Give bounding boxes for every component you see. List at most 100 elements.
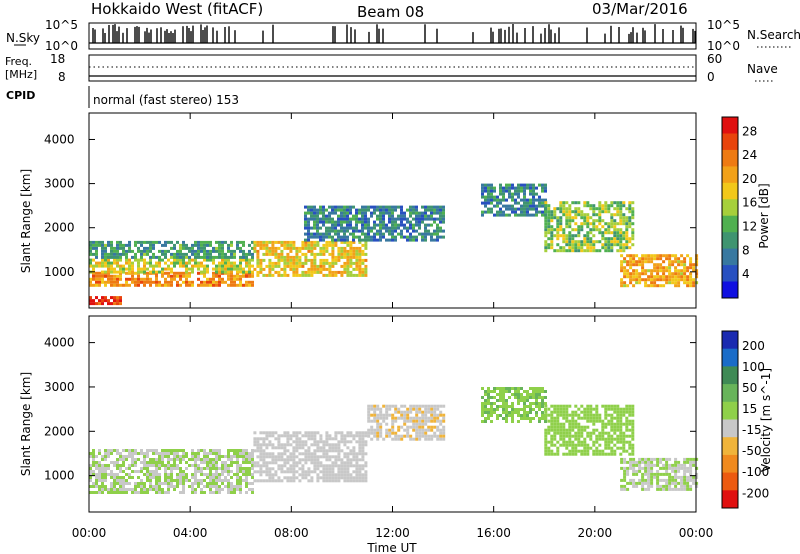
power-echo-cell: [277, 270, 281, 274]
power-echo-cell: [505, 198, 508, 202]
velocity-echo-cell: [322, 446, 326, 450]
velocity-echo-cell: [349, 461, 353, 465]
velocity-echo-cell: [490, 408, 493, 411]
power-echo-cell: [674, 260, 678, 264]
velocity-echo-cell: [439, 437, 443, 441]
velocity-echo-cell: [167, 458, 170, 461]
power-echo-cell: [256, 249, 260, 253]
velocity-echo-cell: [122, 482, 125, 485]
velocity-echo-cell: [544, 446, 548, 450]
power-echo-cell: [586, 243, 590, 247]
power-echo-cell: [361, 243, 365, 247]
velocity-echo-cell: [215, 461, 218, 464]
power-echo-cell: [598, 222, 602, 226]
velocity-echo-cell: [415, 407, 419, 411]
velocity-echo-cell: [610, 449, 614, 453]
power-echo-cell: [556, 231, 560, 235]
power-echo-cell: [499, 213, 502, 217]
velocity-echo-cell: [647, 469, 651, 473]
power-echo-cell: [532, 192, 535, 196]
power-echo-cell: [505, 207, 508, 211]
velocity-echo-cell: [683, 460, 687, 464]
power-echo-cell: [227, 246, 230, 250]
velocity-echo-cell: [695, 472, 699, 476]
velocity-echo-cell: [532, 417, 535, 420]
power-echo-cell: [619, 201, 623, 205]
power-echo-cell: [358, 255, 362, 259]
velocity-echo-cell: [325, 479, 329, 483]
power-echo-cell: [601, 207, 605, 211]
power-echo-cell: [484, 204, 487, 208]
velocity-echo-cell: [98, 470, 101, 473]
power-echo-cell: [346, 261, 350, 265]
velocity-echo-cell: [116, 491, 119, 494]
velocity-echo-cell: [218, 473, 221, 476]
velocity-echo-cell: [376, 413, 380, 417]
velocity-echo-cell: [481, 414, 484, 417]
power-echo-cell: [113, 267, 116, 271]
power-echo-cell: [239, 280, 242, 284]
power-echo-cell: [544, 201, 548, 205]
power-echo-cell: [343, 255, 347, 259]
power-echo-cell: [607, 240, 611, 244]
velocity-echo-cell: [490, 420, 493, 423]
power-echo-cell: [167, 240, 170, 244]
power-echo-cell: [191, 249, 194, 253]
power-echo-cell: [218, 255, 221, 259]
velocity-echo-cell: [427, 407, 431, 411]
velocity-echo-cell: [104, 485, 107, 488]
power-echo-cell: [638, 275, 642, 279]
velocity-echo-cell: [367, 416, 371, 420]
velocity-echo-cell: [526, 399, 529, 402]
velocity-echo-cell: [131, 488, 134, 491]
power-echo-cell: [322, 249, 326, 253]
velocity-echo-cell: [367, 419, 371, 423]
power-echo-cell: [388, 220, 391, 224]
power-echo-cell: [595, 249, 599, 253]
velocity-echo-cell: [635, 469, 639, 473]
power-echo-cell: [616, 231, 620, 235]
velocity-echo-cell: [373, 407, 377, 411]
velocity-echo-cell: [577, 437, 581, 441]
velocity-echo-cell: [361, 455, 365, 459]
velocity-echo-cell: [674, 460, 678, 464]
power-echo-cell: [436, 211, 439, 215]
power-echo-cell: [571, 210, 575, 214]
velocity-echo-cell: [289, 434, 293, 438]
velocity-echo-cell: [568, 422, 572, 426]
velocity-echo-cell: [571, 416, 575, 420]
velocity-echo-cell: [580, 449, 584, 453]
power-echo-cell: [628, 216, 632, 220]
power-echo-cell: [379, 229, 382, 233]
velocity-echo-cell: [623, 466, 627, 470]
velocity-echo-cell: [559, 413, 563, 417]
power-echo-cell: [352, 235, 355, 239]
velocity-echo-cell: [418, 437, 422, 441]
velocity-echo-cell: [683, 463, 687, 467]
power-echo-cell: [346, 255, 350, 259]
power-echo-cell: [259, 267, 263, 271]
velocity-echo-cell: [586, 407, 590, 411]
velocity-echo-cell: [674, 457, 678, 461]
power-echo-cell: [185, 280, 188, 284]
power-echo-cell: [695, 281, 699, 285]
power-echo-cell: [616, 207, 620, 211]
velocity-echo-cell: [343, 452, 347, 456]
power-echo-cell: [170, 267, 173, 271]
velocity-echo-cell: [182, 482, 185, 485]
velocity-echo-cell: [161, 452, 164, 455]
velocity-echo-cell: [259, 473, 263, 477]
power-echo-cell: [586, 204, 590, 208]
velocity-echo-cell: [143, 458, 146, 461]
power-echo-cell: [191, 283, 194, 287]
power-echo-cell: [203, 255, 206, 259]
velocity-echo-cell: [319, 434, 323, 438]
power-echo-cell: [209, 255, 212, 259]
power-echo-cell: [307, 235, 310, 239]
power-echo-cell: [623, 260, 627, 264]
power-echo-cell: [337, 220, 340, 224]
velocity-echo-cell: [601, 404, 605, 408]
power-echo-cell: [197, 264, 200, 268]
power-echo-cell: [334, 205, 337, 209]
power-echo-cell: [538, 204, 541, 208]
